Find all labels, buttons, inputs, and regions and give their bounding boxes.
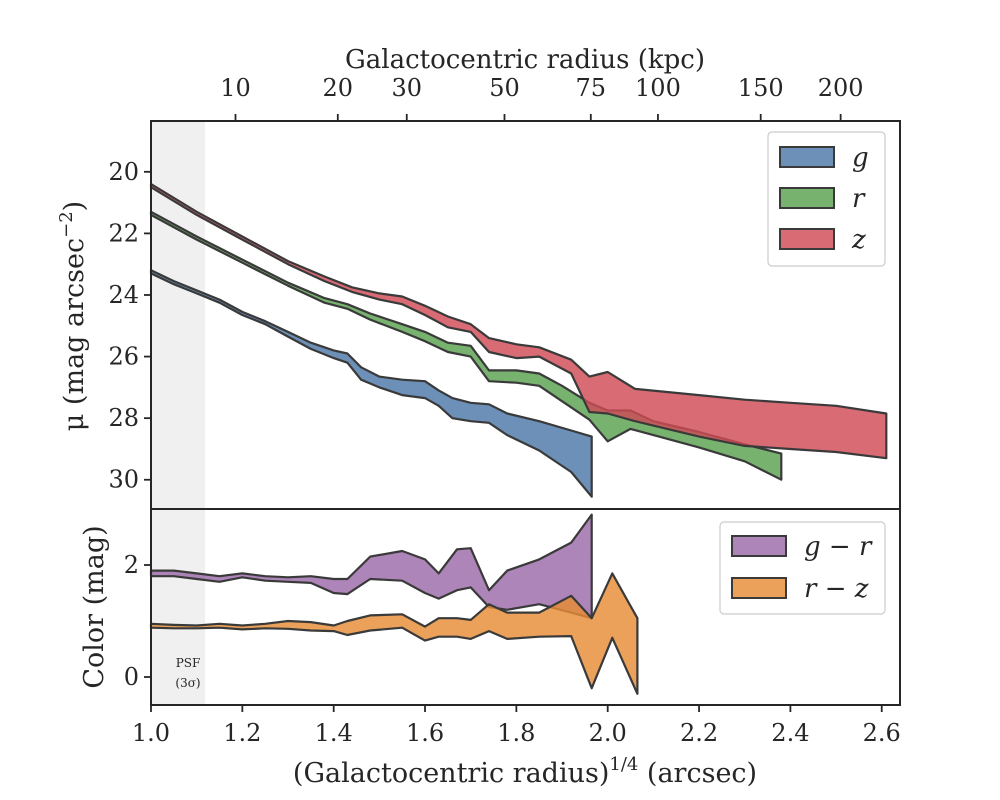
top-kpc-tick-label: 100: [635, 74, 681, 102]
series-band-r-z: [149, 572, 639, 695]
top-y-axis: 20 22 24 26 28 30: [108, 158, 151, 494]
top-y-tick-label: 30: [108, 466, 139, 494]
bottom-legend-label: g − r: [804, 532, 873, 562]
top-legend: grz: [767, 131, 886, 267]
top-x-axis-label: Galactocentric radius (kpc): [345, 45, 705, 75]
bottom-x-tick-label: 1.6: [406, 719, 444, 747]
top-legend-swatch: [779, 146, 835, 168]
bottom-x-tick-label: 1.4: [315, 719, 353, 747]
top-kpc-tick-label: 150: [738, 74, 784, 102]
bottom-x-tick-label: 2.2: [680, 719, 718, 747]
bottom-panel-frame: [150, 508, 901, 706]
bottom-y-tick-label: 2: [124, 551, 139, 579]
psf-region-top: [151, 121, 205, 509]
bottom-legend-swatch: [731, 535, 787, 557]
psf-region-bottom: [151, 509, 205, 705]
series-band-z: [149, 183, 888, 460]
bottom-y-axis-label: Color (mag): [79, 525, 110, 688]
top-y-tick-label: 26: [108, 343, 139, 371]
color-panel: 02 1.0 1.2 1.4 1.6 1.8 2.0 2.2 2.4 2.6 PSF (3σ) …: [79, 508, 901, 789]
bottom-x-tick-label: 1.8: [497, 719, 535, 747]
top-legend-swatch: [779, 228, 835, 250]
top-legend-swatch: [779, 187, 835, 209]
bottom-x-tick-label: 2.0: [589, 719, 627, 747]
bottom-legend: g − r r − z: [719, 521, 886, 615]
top-legend-label: g: [852, 143, 869, 173]
surface-brightness-panel: 20 22 24 26 28 30 10 20 30 50 75 100 150 200 Galacto…: [56, 45, 901, 510]
bottom-x-tick-label: 2.6: [863, 719, 901, 747]
top-legend-label: z: [851, 225, 866, 255]
bottom-y-axis: 02: [124, 551, 151, 691]
top-y-tick-label: 28: [108, 404, 139, 432]
bottom-x-axis: 1.0 1.2 1.4 1.6 1.8 2.0 2.2 2.4 2.6: [132, 705, 901, 747]
top-kpc-tick-label: 75: [576, 74, 607, 102]
top-legend-label: r: [852, 184, 866, 214]
top-series-group: [149, 183, 888, 498]
top-y-tick-label: 22: [108, 219, 139, 247]
top-kpc-tick-label: 20: [323, 74, 354, 102]
psf-label-line2: (3σ): [175, 676, 200, 690]
top-kpc-tick-label: 200: [818, 74, 864, 102]
bottom-legend-swatch: [731, 577, 787, 599]
top-y-axis-label: μ (mag arcsec−2): [56, 201, 90, 431]
bottom-x-axis-label: (Galactocentric radius)1/4 (arcsec): [293, 754, 757, 789]
top-kpc-axis: 10 20 30 50 75 100 150 200: [220, 74, 864, 121]
bottom-x-tick-label: 1.0: [132, 719, 170, 747]
top-y-tick-label: 24: [108, 281, 139, 309]
bottom-x-tick-label: 2.4: [771, 719, 809, 747]
top-legend-items: grz: [779, 143, 869, 255]
bottom-y-tick-label: 0: [124, 663, 139, 691]
bottom-x-tick-label: 1.2: [223, 719, 261, 747]
psf-label-line1: PSF: [176, 656, 201, 670]
top-kpc-tick-label: 50: [489, 74, 520, 102]
bottom-series-group: [149, 513, 639, 695]
bottom-legend-items: g − r r − z: [731, 532, 873, 604]
top-kpc-tick-label: 10: [220, 74, 251, 102]
bottom-legend-label: r − z: [804, 574, 869, 604]
series-band-g: [149, 269, 593, 498]
top-kpc-tick-label: 30: [391, 74, 422, 102]
top-y-tick-label: 20: [108, 158, 139, 186]
